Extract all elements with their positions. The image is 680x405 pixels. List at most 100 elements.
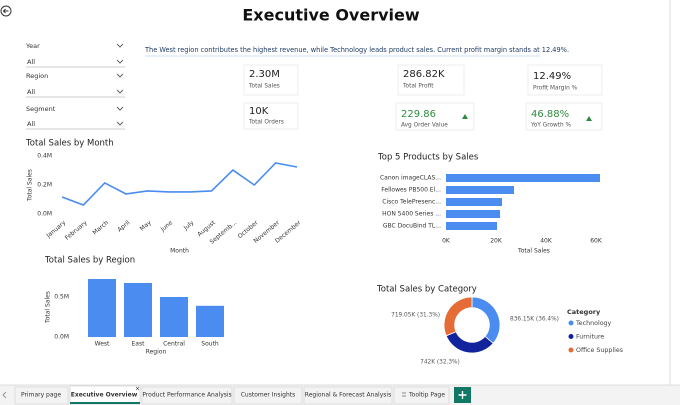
- chevron: [116, 106, 124, 111]
- up-indicator: [586, 116, 592, 121]
- slicer-value: All: [27, 88, 35, 96]
- y-axis-title: Total Sales: [27, 169, 34, 202]
- tab[interactable]: Tooltip Page: [393, 386, 450, 405]
- y-tick-label: 0.2M: [37, 182, 52, 189]
- narrative: The West region contributes the highest …: [144, 46, 569, 54]
- legend-label: Technology: [575, 320, 612, 327]
- y-tick-label: 0.5M: [54, 294, 69, 301]
- y-tick-label: Fellowes PB500 El...: [381, 187, 441, 194]
- slicer-label: Year: [25, 42, 40, 50]
- chevron: [116, 73, 124, 78]
- card-label: Total Orders: [248, 120, 284, 126]
- chart-title: Total Sales by Month: [25, 139, 114, 149]
- tab[interactable]: Regional & Forecast Analysis: [303, 386, 393, 405]
- tab[interactable]: Product Performance Analysis: [141, 386, 233, 405]
- bar: [124, 283, 152, 337]
- chart-title: Total Sales by Category: [376, 285, 477, 295]
- kpi-card: 229.86 Avg Order Value: [395, 102, 475, 131]
- tab-label: Regional & Forecast Analysis: [305, 392, 391, 399]
- x-tick-label: 40K: [540, 238, 553, 245]
- x-tick-label: West: [95, 341, 110, 348]
- kpi-card: 286.82K Total Profit: [397, 64, 465, 96]
- bar: [446, 186, 514, 194]
- chevron: [116, 121, 124, 126]
- page-title: Executive Overview: [242, 6, 420, 25]
- legend-label: Furniture: [576, 334, 604, 341]
- card-label: Profit Margin %: [533, 86, 578, 92]
- y-tick-label: 0.0M: [54, 334, 69, 341]
- data-label: 719.05K (31.3%): [391, 313, 440, 319]
- chart-title: Total Sales by Region: [44, 256, 135, 266]
- slicer[interactable]: Year All: [25, 42, 125, 68]
- bar: [446, 210, 500, 218]
- slicer[interactable]: Region All: [26, 72, 125, 98]
- up-indicator: [462, 114, 468, 119]
- y-tick-label: 0.0M: [37, 211, 52, 218]
- y-tick-label: 0.4M: [37, 153, 52, 160]
- x-tick-label: South: [201, 341, 219, 348]
- x-tick-label: East: [132, 341, 146, 348]
- x-tick-label: Central: [163, 341, 185, 348]
- chevron: [116, 89, 124, 94]
- donut-slice: [443, 296, 473, 337]
- tab-label: Product Performance Analysis: [142, 392, 231, 399]
- bar: [196, 305, 224, 337]
- scroll-left[interactable]: [2, 391, 7, 399]
- add-page-button[interactable]: [454, 387, 471, 403]
- card-value: 46.88%: [531, 109, 569, 120]
- card-value: 12.49%: [533, 71, 571, 82]
- legend-title: Category: [567, 308, 601, 316]
- kpi-card: 12.49% Profit Margin %: [527, 64, 603, 96]
- x-axis-title: Month: [170, 248, 189, 255]
- x-tick-label: 60K: [590, 238, 603, 245]
- card-label: Total Profit: [402, 84, 434, 90]
- tab[interactable]: Primary page: [14, 386, 69, 405]
- y-tick-label: Cisco TelePresenc...: [382, 199, 441, 206]
- x-axis-title: Region: [146, 349, 167, 356]
- chevron: [116, 59, 124, 64]
- kpi-card: 46.88% YoY Growth %: [525, 102, 603, 131]
- tab-label: Customer Insights: [241, 392, 296, 399]
- chevron: [116, 43, 124, 48]
- card-value: 229.86: [401, 109, 436, 120]
- tab[interactable]: Executive Overview ×: [69, 385, 141, 405]
- bar: [160, 297, 188, 337]
- card-value: 2.30M: [249, 69, 280, 80]
- close-icon[interactable]: ×: [135, 386, 140, 393]
- tab-label: Executive Overview: [71, 392, 138, 399]
- tab-label: Primary page: [21, 392, 61, 399]
- y-tick-label: GBC DocuBind TL...: [383, 223, 441, 230]
- legend-swatch: [568, 347, 574, 353]
- line: [61, 162, 298, 206]
- y-axis-title: Total Sales: [45, 291, 52, 324]
- kpi-card: 10K Total Orders: [243, 102, 299, 130]
- bar: [446, 174, 600, 182]
- slicer-label: Segment: [26, 105, 56, 113]
- y-tick-label: HON 5400 Series ...: [382, 211, 441, 218]
- x-axis-title: Total Sales: [517, 248, 550, 255]
- bar: [446, 198, 502, 206]
- data-label: 836.15K (36.4%): [510, 317, 559, 323]
- x-tick-label: 0K: [442, 238, 451, 245]
- y-tick-label: Canon imageCLAS...: [380, 175, 441, 182]
- card-value: 286.82K: [403, 69, 445, 80]
- legend-label: Office Supplies: [576, 347, 623, 354]
- bar: [88, 279, 116, 337]
- tab-label: Tooltip Page: [408, 392, 445, 399]
- tab[interactable]: Customer Insights: [233, 386, 303, 405]
- legend-swatch: [568, 320, 574, 326]
- slicer-value: All: [27, 58, 35, 66]
- card-value: 10K: [249, 106, 269, 117]
- slicer-label: Region: [26, 72, 48, 80]
- back-button[interactable]: [0, 5, 12, 17]
- card-label: YoY Growth %: [530, 123, 572, 129]
- card-label: Total Sales: [248, 84, 280, 90]
- data-label: 742K (32.3%): [420, 360, 460, 366]
- chart-title: Top 5 Products by Sales: [377, 153, 479, 163]
- card-label: Avg Order Value: [401, 123, 448, 129]
- bar: [446, 222, 497, 230]
- slicer-value: All: [27, 120, 35, 128]
- slicer[interactable]: Segment All: [26, 105, 125, 130]
